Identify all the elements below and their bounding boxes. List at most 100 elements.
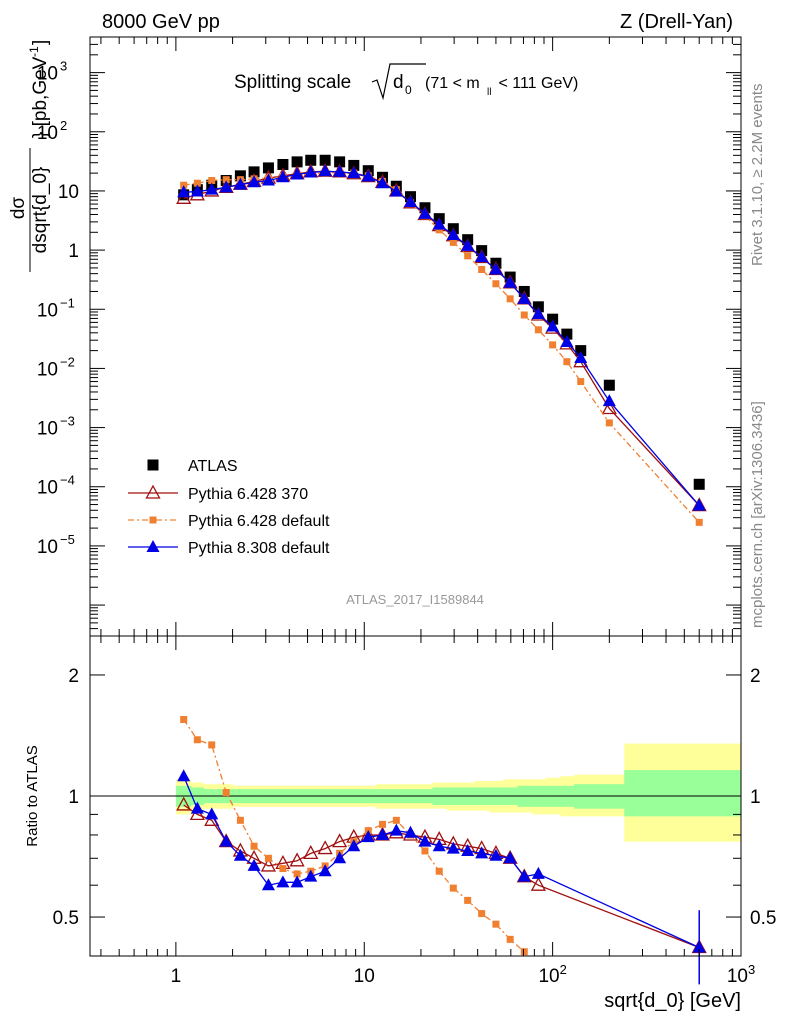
ratio-panel: 1 10 102 103 0.5 0.5 1 1 2 2 Ratio to ATLAS sqrt{… xyxy=(24,635,776,1012)
ylabel-numerator: dσ xyxy=(8,197,29,220)
y-tick-label: 1 xyxy=(68,241,79,262)
data-point xyxy=(190,184,204,197)
data-point xyxy=(261,173,275,186)
data-point xyxy=(334,156,346,168)
y-tick-label: 10 xyxy=(37,123,58,144)
data-point xyxy=(304,165,318,178)
ratio-point xyxy=(347,839,361,852)
data-point xyxy=(534,326,542,334)
ratio-y-tick-label-right: 1 xyxy=(750,787,761,808)
ratio-point xyxy=(531,866,545,879)
y-tick-label: 10 xyxy=(37,537,58,558)
y-tick-exponent: −5 xyxy=(60,532,75,547)
series-atlas xyxy=(178,154,705,490)
ratio-point xyxy=(475,846,489,859)
ylabel-denominator: dsqrt{d_0} xyxy=(30,167,51,254)
ratio-series-pythia-6-428-default xyxy=(180,715,528,956)
data-point xyxy=(547,313,559,325)
x-tick-label: 102 xyxy=(538,962,566,987)
ratio-point xyxy=(361,830,375,843)
data-point xyxy=(475,250,489,263)
ratio-point xyxy=(264,854,272,862)
data-point xyxy=(247,175,261,188)
ratio-point xyxy=(506,935,514,943)
ratio-point xyxy=(176,796,192,811)
ratio-point xyxy=(222,789,230,797)
data-point xyxy=(389,184,403,197)
legend-entry: ATLAS xyxy=(147,458,238,475)
main-title: Splitting scale d 0 (71 < m ll < 111 GeV… xyxy=(234,63,578,101)
ratio-point xyxy=(318,864,332,877)
ratio-point xyxy=(464,896,472,904)
data-point xyxy=(208,177,216,185)
ratio-point xyxy=(530,876,546,891)
ratio-y-tick-label: 2 xyxy=(68,666,79,687)
ratio-point xyxy=(279,865,287,873)
ratio-point xyxy=(289,852,305,867)
ratio-point xyxy=(276,875,290,888)
data-point xyxy=(603,379,615,391)
data-point xyxy=(461,238,475,251)
data-point xyxy=(347,166,361,179)
ratio-y-tick-label: 0.5 xyxy=(53,908,79,929)
data-point xyxy=(404,195,418,208)
analysis-watermark: ATLAS_2017_I1589844 xyxy=(346,592,484,607)
data-point xyxy=(492,280,500,288)
legend-label: ATLAS xyxy=(188,458,238,475)
data-point xyxy=(560,334,574,347)
ratio-point xyxy=(692,940,706,953)
header-left: 8000 GeV pp xyxy=(102,11,220,33)
ratio-point xyxy=(392,816,400,824)
data-point xyxy=(531,307,545,320)
ratio-point xyxy=(247,858,261,871)
legend-entry: Pythia 6.428 370 xyxy=(128,484,308,503)
legend-entry: Pythia 6.428 default xyxy=(128,513,330,530)
ylabel-unit-end: ] xyxy=(30,40,51,45)
y-tick-exponent: −2 xyxy=(60,354,75,369)
x-tick-label: 10 xyxy=(354,966,375,987)
title-symbol: d xyxy=(393,72,404,93)
data-point xyxy=(577,378,585,386)
ratio-point xyxy=(333,851,347,864)
data-point xyxy=(180,181,188,189)
y-axis-label: dσ dsqrt{d_0} } [pb,GeV -1 ] xyxy=(8,40,51,272)
legend-marker xyxy=(145,484,161,499)
data-point xyxy=(432,217,446,230)
y-tick-label: 10 xyxy=(58,182,79,203)
data-point xyxy=(692,498,706,511)
data-point xyxy=(605,419,613,427)
data-point xyxy=(219,180,233,193)
data-point xyxy=(333,164,347,177)
ratio-point xyxy=(208,741,216,749)
y-tick-label: 10 xyxy=(37,300,58,321)
ratio-y-tick-label-right: 0.5 xyxy=(750,908,776,929)
data-point xyxy=(561,328,573,340)
legend: ATLAS Pythia 6.428 370 Pythia 6.428 defaul… xyxy=(128,458,330,557)
ratio-point xyxy=(421,847,429,855)
rivet-label: Rivet 3.1.10, ≥ 2.2M events xyxy=(749,84,766,267)
y-tick-label: 10 xyxy=(37,359,58,380)
x-axis-label: sqrt{d_0} [GeV] xyxy=(604,990,741,1012)
series-pythia-8-308-default xyxy=(177,164,706,511)
title-range-sub: ll xyxy=(487,87,491,98)
data-point xyxy=(520,311,528,319)
data-point xyxy=(291,156,303,168)
ratio-point xyxy=(461,843,475,856)
data-point xyxy=(435,226,443,234)
ratio-point xyxy=(449,884,457,892)
data-point xyxy=(418,206,432,219)
mcplots-label: mcplots.cern.ch [arXiv:1306.3436] xyxy=(749,401,766,628)
data-point xyxy=(563,358,571,366)
ratio-point xyxy=(446,841,460,854)
ratio-point xyxy=(489,848,503,861)
data-point xyxy=(575,345,587,357)
ratio-point xyxy=(177,769,191,782)
uncertainty-band-inner xyxy=(624,770,742,817)
ratio-point xyxy=(503,851,517,864)
ratio-point xyxy=(389,823,403,836)
y-tick-exponent: −3 xyxy=(60,414,75,429)
ratio-point xyxy=(193,736,201,744)
ratio-point xyxy=(219,834,233,847)
